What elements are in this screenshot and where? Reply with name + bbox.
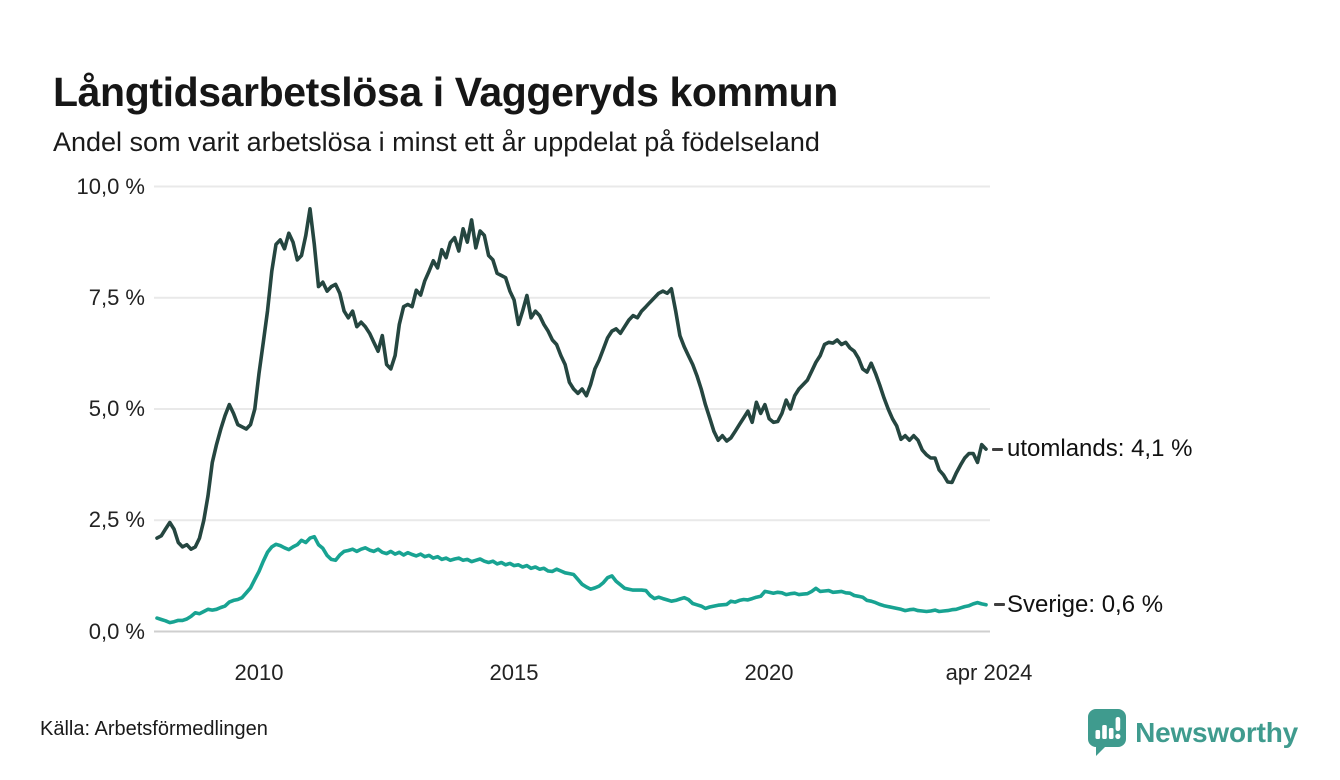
chart-subtitle: Andel som varit arbetslösa i minst ett å… (53, 127, 820, 157)
x-axis-label-2020: 2020 (744, 660, 794, 685)
newsworthy-wordmark: Newsworthy (1135, 716, 1298, 748)
newsworthy-logo: Newsworthy (1088, 709, 1298, 756)
utomlands-label-tick (992, 448, 1003, 451)
x-axis-label-2010: 2010 (234, 660, 284, 685)
utomlands-series-label: utomlands: 4,1 % (1007, 435, 1193, 462)
sverige-series-label: Sverige: 0,6 % (1007, 591, 1164, 618)
x-axis-label-2015: 2015 (489, 660, 539, 685)
chart-title: Långtidsarbetslösa i Vaggeryds kommun (53, 69, 838, 116)
y-axis-label-0: 0,0 % (88, 619, 145, 644)
y-axis-label-2-5: 2,5 % (88, 507, 145, 532)
x-axis-label-apr-2024: apr 2024 (945, 660, 1033, 685)
y-axis-label-5: 5,0 % (88, 396, 145, 421)
y-axis-label-7-5: 7,5 % (88, 285, 145, 310)
y-axis-label-10: 10,0 % (76, 174, 146, 199)
gridlines (154, 185, 990, 633)
plot-area (154, 185, 990, 633)
sverige-label-tick (994, 603, 1005, 606)
source-note: Källa: Arbetsförmedlingen (40, 718, 268, 740)
newsworthy-bubble-chart-icon (1088, 709, 1127, 756)
utomlands-line (155, 206, 988, 552)
sverige-line (155, 534, 988, 625)
